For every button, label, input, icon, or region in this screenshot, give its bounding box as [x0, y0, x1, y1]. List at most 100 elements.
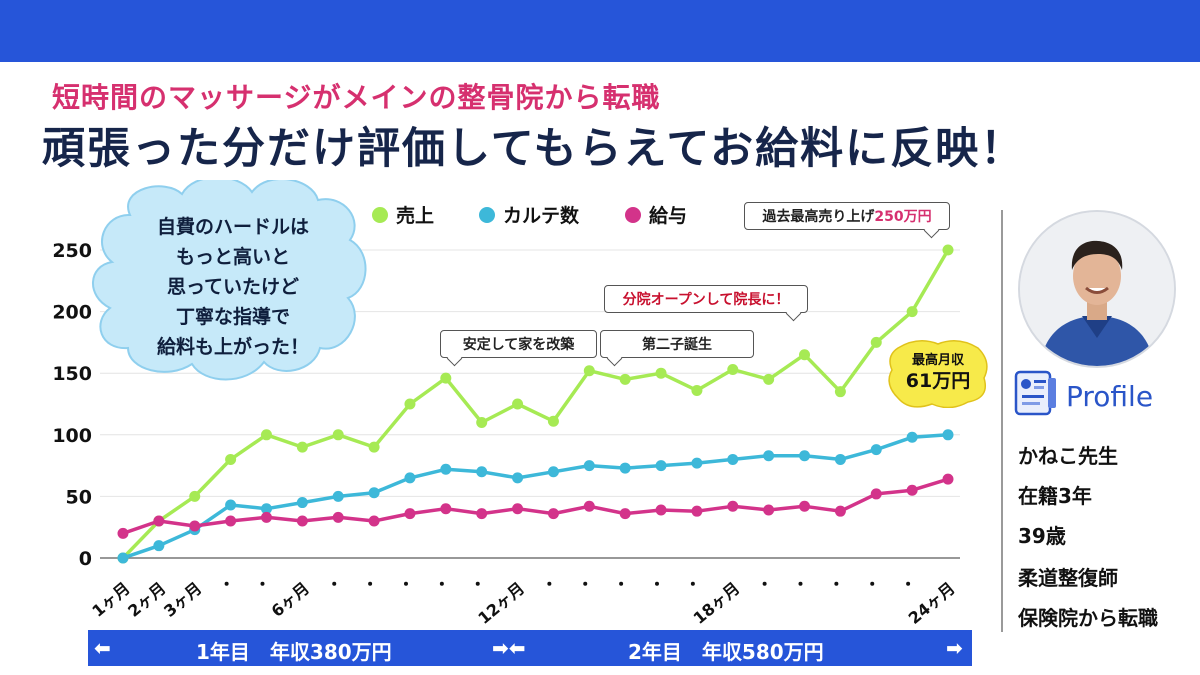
data-point: [870, 488, 882, 500]
profile-age: 39歳: [1018, 524, 1066, 548]
x-tick-label: ・: [362, 575, 378, 594]
data-point: [296, 515, 308, 527]
data-point: [332, 429, 344, 441]
x-tick-label: ・: [649, 575, 665, 594]
x-tick-label: ・: [219, 575, 235, 594]
y-tick-label: 150: [52, 363, 92, 385]
data-point: [296, 497, 308, 509]
data-point: [619, 462, 631, 474]
x-tick-label: ・: [685, 575, 701, 594]
subtitle: 短時間のマッサージがメインの整骨院から転職: [52, 81, 661, 114]
data-point: [404, 472, 416, 484]
y-tick-label: 100: [52, 425, 92, 447]
vertical-divider: [1001, 210, 1003, 632]
x-tick-label: ・: [398, 575, 414, 594]
series-line-1: [121, 249, 950, 560]
y-tick-label: 200: [52, 302, 92, 324]
data-point: [404, 508, 416, 520]
callout-branch: 分院オープンして院長に！: [604, 285, 808, 313]
data-point: [512, 398, 524, 410]
data-point: [655, 367, 667, 379]
data-point: [691, 384, 703, 396]
y-tick-label: 50: [66, 486, 92, 508]
data-point: [691, 457, 703, 469]
data-point: [834, 453, 846, 465]
x-tick-label: ・: [864, 575, 880, 594]
data-point: [727, 364, 739, 376]
data-point: [476, 508, 488, 520]
data-point: [799, 349, 811, 361]
data-point: [942, 244, 954, 256]
x-tick-label: ・: [793, 575, 809, 594]
data-point: [225, 453, 237, 465]
data-point: [763, 450, 775, 462]
profile-name: かねこ先生: [1018, 444, 1118, 468]
data-point: [906, 306, 918, 318]
x-tick-label: ・: [900, 575, 916, 594]
data-point: [440, 372, 452, 384]
data-point: [296, 441, 308, 453]
data-point: [655, 504, 667, 516]
profile-heading: Profile: [1066, 380, 1154, 413]
data-point: [189, 520, 201, 532]
data-point: [727, 453, 739, 465]
data-point: [799, 500, 811, 512]
data-point: [260, 503, 272, 515]
data-point: [906, 431, 918, 443]
data-point: [332, 490, 344, 502]
record-prefix: 過去最高売り上げ: [762, 209, 875, 225]
max-salary-badge-shape: [888, 340, 988, 408]
profile-tenure: 在籍3年: [1018, 484, 1092, 508]
data-point: [260, 429, 272, 441]
legend-label: 給与: [649, 204, 687, 227]
x-axis-ticks: 1ヶ月2ヶ月3ヶ月・・6ヶ月・・・・・12ヶ月・・・・・18ヶ月・・・・・24ヶ…: [88, 575, 958, 628]
data-point: [583, 500, 595, 512]
mid-arrows-icon: ➡⬅: [492, 636, 526, 660]
top-banner: [0, 0, 1200, 62]
data-point: [332, 511, 344, 523]
y-tick-label: 250: [52, 240, 92, 262]
testimonial-line: 自費のハードルは: [156, 216, 309, 238]
person-avatar-icon: [1020, 212, 1174, 366]
data-point: [870, 444, 882, 456]
data-point: [547, 508, 559, 520]
data-point: [834, 386, 846, 398]
data-point: [368, 515, 380, 527]
data-point: [834, 505, 846, 517]
data-point: [583, 460, 595, 472]
data-point: [619, 508, 631, 520]
right-arrow-icon: ➡: [946, 636, 963, 660]
x-tick-label: 6ヶ月: [268, 579, 313, 621]
testimonial-line: もっと高いと: [175, 246, 290, 268]
legend-label: 売上: [396, 204, 434, 227]
testimonial-line: 丁寧な指導で: [175, 306, 290, 328]
data-point: [547, 415, 559, 427]
data-point: [153, 540, 165, 552]
x-tick-label: ・: [541, 575, 557, 594]
data-point: [799, 450, 811, 462]
data-point: [368, 441, 380, 453]
y-tick-label: 0: [79, 548, 92, 570]
series-line-2: [122, 433, 949, 560]
x-tick-label: ・: [577, 575, 593, 594]
badge-value: 61万円: [905, 370, 971, 392]
data-point: [153, 515, 165, 527]
max-salary-badge: 最高月収 61万円: [888, 351, 988, 391]
data-point: [512, 503, 524, 515]
profile-license: 柔道整復師: [1018, 566, 1118, 590]
badge-label: 最高月収: [911, 353, 964, 368]
data-point: [260, 511, 272, 523]
year1-income: 1年目 年収380万円: [196, 640, 392, 664]
x-tick-label: 1ヶ月: [88, 579, 133, 621]
data-point: [476, 466, 488, 478]
data-point: [870, 336, 882, 348]
legend-marker: [372, 207, 388, 223]
y-axis-ticks: 0 50 100 150 200 250: [52, 240, 92, 570]
data-point: [512, 472, 524, 484]
profile-background: 保険院から転職: [1018, 606, 1158, 630]
chart-series: [117, 244, 954, 564]
data-point: [440, 503, 452, 515]
callout-child: 第二子誕生: [600, 330, 754, 358]
data-point: [117, 552, 129, 564]
